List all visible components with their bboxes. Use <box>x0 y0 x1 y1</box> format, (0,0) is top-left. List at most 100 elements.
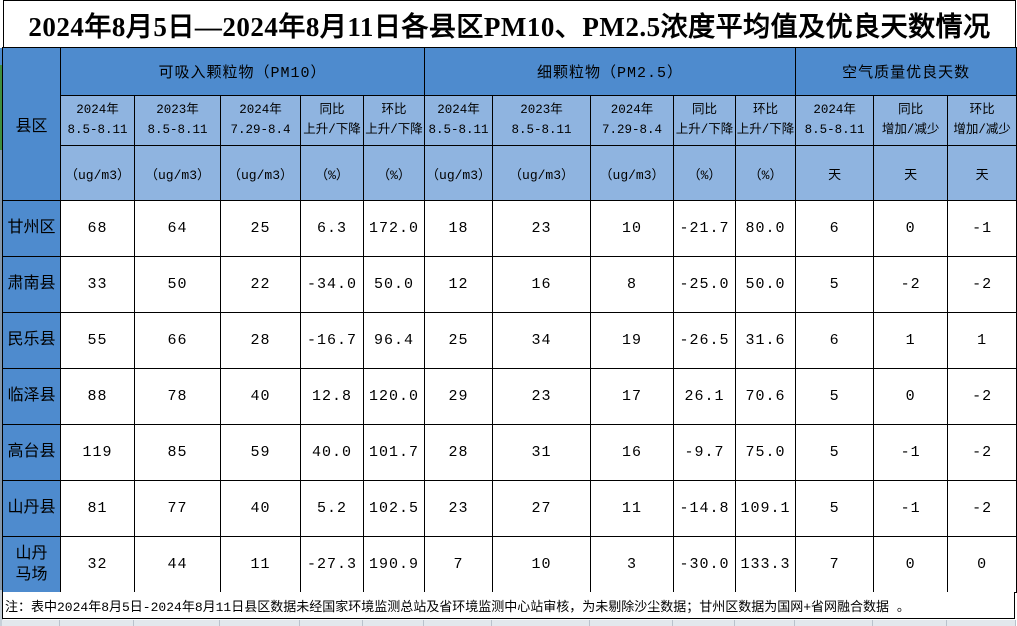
data-cell-4-5: 28 <box>424 424 494 481</box>
bottom-partial-cell-11 <box>795 620 873 626</box>
column-header-2-0: 2024年 8.5-8.11 <box>795 95 875 146</box>
data-cell-5-2: 40 <box>220 480 301 537</box>
table-row: 山丹县 81 77 40 5.2 102.5 23 27 11 -14.8 109.1 5 -1 -2 <box>2 480 1017 537</box>
unit-header-1-1: （ug/m3） <box>492 145 592 201</box>
data-cell-0-9: 80.0 <box>735 200 797 257</box>
data-cell-2-7: 19 <box>590 312 675 369</box>
column-header-0-4: 环比 上升/下降 <box>362 95 426 146</box>
data-cell-0-4: 172.0 <box>362 200 426 257</box>
data-cell-6-11: 0 <box>873 536 949 593</box>
column-header-0-1: 2023年 8.5-8.11 <box>134 95 221 146</box>
pm-data-table: 县区 可吸入颗粒物（PM10） 细颗粒物（PM2.5） 空气质量优良天数 2024年 8… <box>2 47 1017 593</box>
data-cell-1-3: -34.0 <box>300 256 364 313</box>
window-edge-strip <box>0 48 3 626</box>
column-header-0-0: 2024年 8.5-8.11 <box>60 95 135 146</box>
column-group-header-2: 空气质量优良天数 <box>795 47 1017 96</box>
data-cell-0-11: 0 <box>873 200 949 257</box>
bottom-partial-cell-13 <box>947 620 1016 626</box>
edge-green-segment <box>0 65 3 150</box>
data-cell-3-6: 23 <box>492 368 592 425</box>
column-header-0-2: 2024年 7.29-8.4 <box>220 95 301 146</box>
row-header: 临泽县 <box>2 368 61 425</box>
data-cell-4-9: 75.0 <box>735 424 797 481</box>
edge-blue-segment <box>0 48 3 65</box>
data-cell-0-2: 25 <box>220 200 301 257</box>
data-cell-2-11: 1 <box>873 312 949 369</box>
edge-gray-segment <box>0 150 3 590</box>
row-header: 肃南县 <box>2 256 61 313</box>
edge-light-segment <box>0 590 3 626</box>
bottom-partial-cell-9 <box>673 620 735 626</box>
data-cell-1-11: -2 <box>873 256 949 313</box>
data-cell-1-8: -25.0 <box>673 256 737 313</box>
data-cell-1-4: 50.0 <box>362 256 426 313</box>
data-cell-3-9: 70.6 <box>735 368 797 425</box>
data-cell-3-2: 40 <box>220 368 301 425</box>
bottom-partial-cell-0 <box>2 620 60 626</box>
data-cell-6-1: 44 <box>134 536 221 593</box>
row-header: 甘州区 <box>2 200 61 257</box>
data-cell-5-6: 27 <box>492 480 592 537</box>
data-cell-2-1: 66 <box>134 312 221 369</box>
data-cell-1-7: 8 <box>590 256 675 313</box>
data-cell-4-7: 16 <box>590 424 675 481</box>
data-cell-5-4: 102.5 <box>362 480 426 537</box>
data-cell-5-3: 5.2 <box>300 480 364 537</box>
data-cell-5-12: -2 <box>947 480 1017 537</box>
data-cell-3-7: 17 <box>590 368 675 425</box>
unit-header-2-1: 天 <box>873 145 949 201</box>
data-cell-6-12: 0 <box>947 536 1017 593</box>
unit-header-1-3: （%） <box>673 145 737 201</box>
bottom-partial-cell-8 <box>590 620 673 626</box>
data-cell-2-2: 28 <box>220 312 301 369</box>
data-cell-0-12: -1 <box>947 200 1017 257</box>
data-cell-4-1: 85 <box>134 424 221 481</box>
data-cell-5-9: 109.1 <box>735 480 797 537</box>
row-header: 山丹 马场 <box>2 536 61 593</box>
data-cell-2-10: 6 <box>795 312 875 369</box>
data-cell-1-1: 50 <box>134 256 221 313</box>
data-cell-6-3: -27.3 <box>300 536 364 593</box>
data-cell-5-0: 81 <box>60 480 135 537</box>
data-cell-0-5: 18 <box>424 200 494 257</box>
data-cell-2-0: 55 <box>60 312 135 369</box>
bottom-partial-row <box>2 620 1016 626</box>
data-cell-5-8: -14.8 <box>673 480 737 537</box>
data-cell-3-10: 5 <box>795 368 875 425</box>
bottom-partial-cell-4 <box>300 620 363 626</box>
data-cell-3-0: 88 <box>60 368 135 425</box>
column-header-1-1: 2023年 8.5-8.11 <box>492 95 592 146</box>
data-cell-2-4: 96.4 <box>362 312 426 369</box>
data-cell-6-2: 11 <box>220 536 301 593</box>
table-row: 民乐县 55 66 28 -16.7 96.4 25 34 19 -26.5 31.6 6 1 1 <box>2 312 1017 369</box>
column-header-1-4: 环比 上升/下降 <box>735 95 797 146</box>
data-cell-5-11: -1 <box>873 480 949 537</box>
data-cell-3-5: 29 <box>424 368 494 425</box>
unit-header-0-1: （ug/m3） <box>134 145 221 201</box>
column-header-2-2: 环比 增加/减少 <box>947 95 1017 146</box>
table-row: 高台县 119 85 59 40.0 101.7 28 31 16 -9.7 75.0 5 -1 -2 <box>2 424 1017 481</box>
table-header: 县区 可吸入颗粒物（PM10） 细颗粒物（PM2.5） 空气质量优良天数 2024年 8… <box>2 47 1017 201</box>
data-cell-0-1: 64 <box>134 200 221 257</box>
data-cell-5-10: 5 <box>795 480 875 537</box>
table-row: 山丹 马场 32 44 11 -27.3 190.9 7 10 3 -30.0 133.3 7 0 0 <box>2 536 1017 593</box>
row-header: 高台县 <box>2 424 61 481</box>
data-cell-6-5: 7 <box>424 536 494 593</box>
data-cell-1-10: 5 <box>795 256 875 313</box>
row-header: 民乐县 <box>2 312 61 369</box>
column-header-1-2: 2024年 7.29-8.4 <box>590 95 675 146</box>
data-cell-0-8: -21.7 <box>673 200 737 257</box>
data-cell-3-8: 26.1 <box>673 368 737 425</box>
bottom-partial-cell-12 <box>873 620 947 626</box>
bottom-partial-cell-7 <box>492 620 590 626</box>
unit-header-1-0: （ug/m3） <box>424 145 494 201</box>
data-cell-0-10: 6 <box>795 200 875 257</box>
data-cell-4-0: 119 <box>60 424 135 481</box>
data-cell-3-1: 78 <box>134 368 221 425</box>
data-cell-0-0: 68 <box>60 200 135 257</box>
table-row: 肃南县 33 50 22 -34.0 50.0 12 16 8 -25.0 50.0 5 -2 -2 <box>2 256 1017 313</box>
data-cell-6-7: 3 <box>590 536 675 593</box>
data-cell-1-6: 16 <box>492 256 592 313</box>
data-cell-1-2: 22 <box>220 256 301 313</box>
